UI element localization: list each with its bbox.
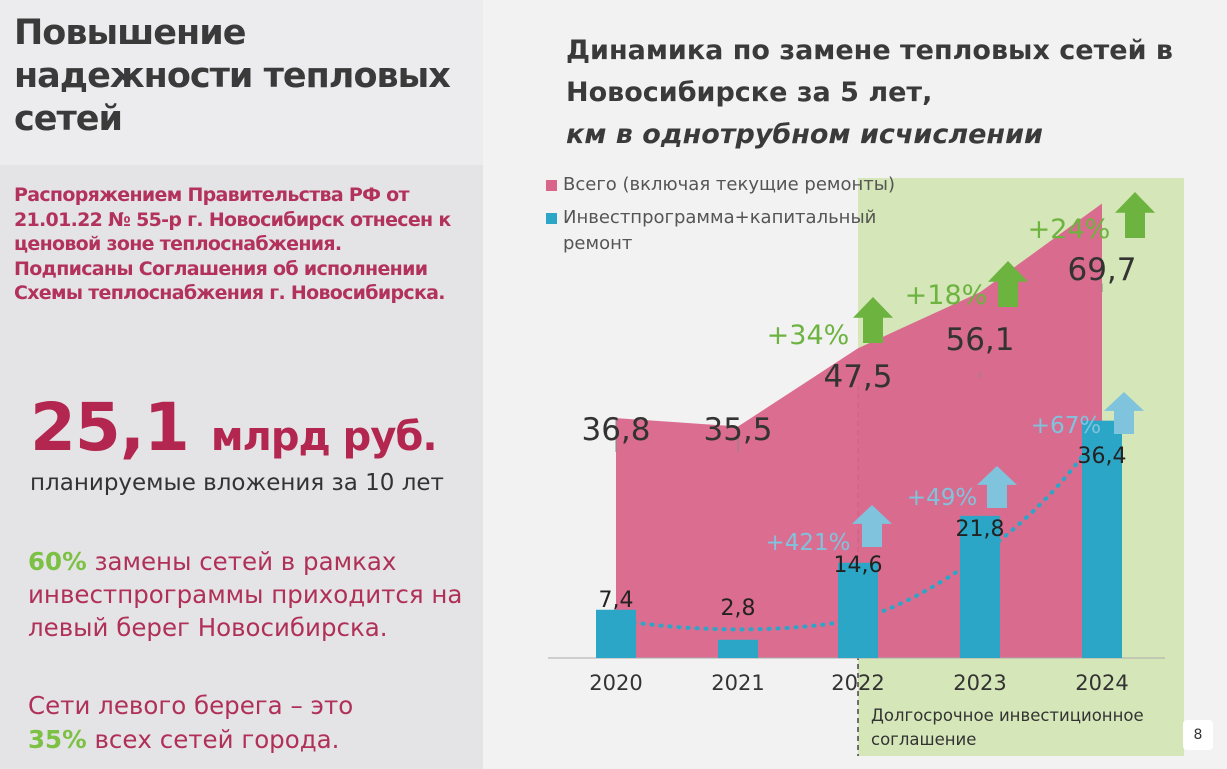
x-tick-label-2022: 2022	[831, 671, 884, 695]
investment-amount: 25,1 млрд руб.	[30, 388, 438, 477]
up-arrow-icon-total-2023	[988, 261, 1028, 307]
x-tick-label-2021: 2021	[711, 671, 764, 695]
growth-label-total-2022: +34%	[767, 320, 850, 351]
share-description: замены сетей в рамках инвестпрограммы пр…	[28, 547, 463, 642]
x-tick-label-2024: 2024	[1075, 671, 1128, 695]
data-label-total-2024: 69,7	[1067, 252, 1136, 288]
legend-swatch-invest	[546, 213, 557, 224]
x-tick-label-2023: 2023	[953, 671, 1006, 695]
trend-line-invest	[614, 424, 1104, 632]
legend-label-invest: Инвестпрограмма+капитальный ремонт	[563, 207, 877, 254]
data-label-total-2021: 35,5	[703, 412, 772, 448]
investment-amount-unit: млрд руб.	[210, 414, 438, 460]
up-arrow-icon-invest-2022	[852, 505, 892, 547]
up-arrow-icon-total-2022	[853, 297, 893, 343]
bar-invest-2022	[838, 562, 878, 658]
bar-invest-2024	[1082, 420, 1122, 658]
up-arrow-icon-invest-2023	[977, 466, 1017, 508]
data-label-invest-2023: 21,8	[956, 517, 1005, 542]
data-label-total-2023: 56,1	[945, 322, 1014, 358]
up-arrow-icon-total-2024	[1115, 192, 1155, 238]
chart-legend: Всего (включая текущие ремонты) Инвестпр…	[546, 172, 926, 264]
left-bank-share-text: 60% замены сетей в рамках инвестпрограмм…	[28, 545, 468, 644]
bar-invest-2023	[960, 515, 1000, 658]
growth-label-invest-2023: +49%	[907, 485, 977, 511]
chart-title: Динамика по замене тепловых сетей в Ново…	[566, 30, 1206, 156]
page-title: Повышение надежности тепловых сетей	[14, 13, 451, 139]
network-share-percent: 35%	[28, 725, 87, 754]
data-label-invest-2024: 36,4	[1078, 444, 1127, 469]
legend-swatch-total	[546, 180, 557, 191]
title-box: Повышение надежности тепловых сетей	[0, 0, 483, 165]
left-panel: Повышение надежности тепловых сетей Расп…	[0, 0, 483, 769]
legend-item-invest: Инвестпрограмма+капитальный ремонт	[546, 205, 926, 257]
legend-label-total: Всего (включая текущие ремонты)	[563, 174, 895, 195]
investment-caption: планируемые вложения за 10 лет	[30, 470, 444, 496]
decree-text: Распоряжением Правительства РФ от 21.01.…	[14, 184, 451, 305]
data-label-total-2020: 36,8	[581, 412, 650, 448]
network-share-prefix: Сети левого берега – это	[28, 691, 354, 720]
data-label-invest-2022: 14,6	[834, 553, 883, 578]
page-number: 8	[1183, 720, 1213, 750]
growth-label-total-2024: +24%	[1028, 214, 1111, 245]
data-label-invest-2021: 2,8	[721, 596, 756, 621]
bar-invest-2021	[718, 639, 758, 658]
footnote-agreement: Долгосрочное инвестиционное соглашение	[871, 706, 1144, 749]
share-percent: 60%	[28, 547, 87, 576]
left-bank-network-share: Сети левого берега – это 35% всех сетей …	[28, 689, 468, 757]
growth-label-total-2023: +18%	[905, 280, 988, 311]
data-label-total-2022: 47,5	[823, 359, 892, 395]
x-tick-label-2020: 2020	[589, 671, 642, 695]
chart-title-line2: км в однотрубном исчислении	[566, 119, 1043, 150]
growth-label-invest-2022: +421%	[765, 530, 850, 556]
bar-invest-2020	[596, 609, 636, 658]
legend-item-total: Всего (включая текущие ремонты)	[546, 172, 926, 198]
growth-label-invest-2024: +67%	[1031, 413, 1101, 439]
data-label-invest-2020: 7,4	[599, 588, 634, 613]
investment-amount-value: 25,1	[30, 389, 190, 466]
network-share-suffix: всех сетей города.	[94, 725, 340, 754]
chart-title-line1: Динамика по замене тепловых сетей в Ново…	[566, 35, 1173, 108]
up-arrow-icon-invest-2024	[1104, 392, 1144, 434]
